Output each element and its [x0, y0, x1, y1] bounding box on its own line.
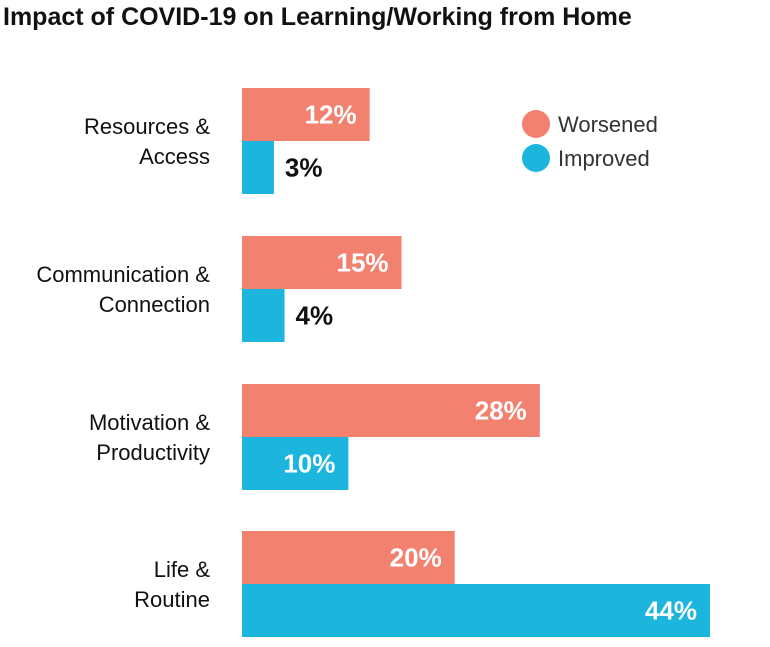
bar-worsened: [242, 88, 370, 141]
data-label: 28%: [475, 396, 527, 426]
bar-improved: [242, 437, 349, 490]
category-label: Access: [139, 144, 210, 169]
data-label: 15%: [336, 248, 388, 278]
data-label: 20%: [390, 543, 442, 573]
category-label: Life &: [154, 557, 211, 582]
chart-title: Impact of COVID-19 on Learning/Working f…: [3, 3, 632, 31]
category-label: Resources &: [84, 114, 210, 139]
category-label: Routine: [134, 587, 210, 612]
legend-label-improved: Improved: [558, 146, 650, 171]
category-label: Productivity: [96, 440, 210, 465]
category-label: Motivation &: [89, 410, 210, 435]
legend-label-worsened: Worsened: [558, 112, 658, 137]
bar-improved: [242, 289, 285, 342]
legend-swatch-improved: [522, 144, 550, 172]
data-label: 3%: [285, 153, 323, 183]
category-label: Communication &: [36, 262, 210, 287]
data-label: 44%: [645, 596, 697, 626]
bar-improved: [242, 584, 710, 637]
bar-worsened: [242, 236, 402, 289]
legend-swatch-worsened: [522, 110, 550, 138]
data-label: 12%: [305, 100, 357, 130]
legend: Worsened Improved: [522, 110, 658, 172]
bar-improved: [242, 141, 274, 194]
category-label: Connection: [99, 292, 210, 317]
bar-worsened: [242, 384, 540, 437]
data-label: 4%: [296, 301, 334, 331]
bar-worsened: [242, 531, 455, 584]
bars-group: Resources & Access 12% 3% Communication & Con…: [36, 88, 710, 637]
data-label: 10%: [283, 449, 335, 479]
